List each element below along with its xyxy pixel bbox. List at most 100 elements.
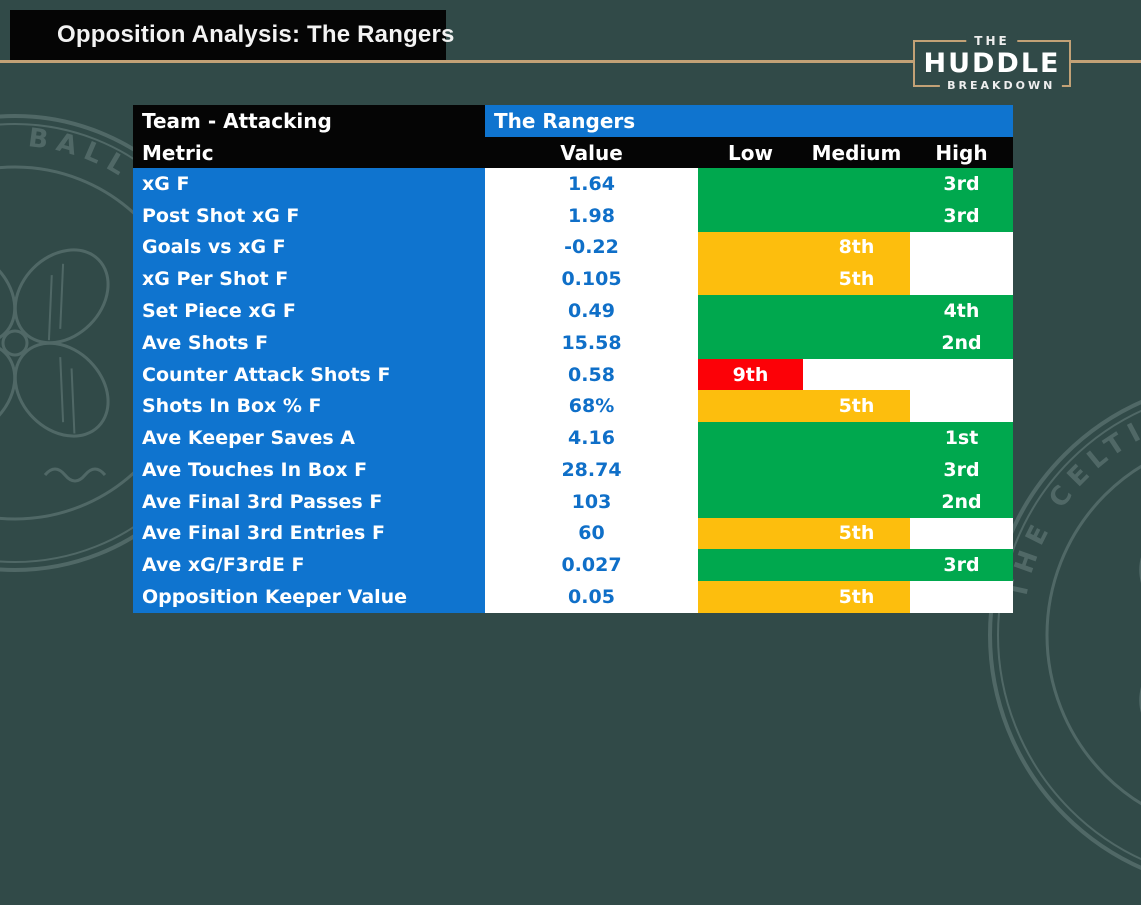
- metric-cell: xG Per Shot F: [133, 263, 485, 296]
- team-name-header: The Rangers: [485, 105, 1013, 137]
- logo-breakdown: BREAKDOWN: [940, 78, 1063, 93]
- value-cell: 1.98: [485, 199, 698, 232]
- table-row: Ave xG/F3rdE F 0.027 3rd: [133, 549, 1013, 582]
- table-row: Ave Touches In Box F 28.74 3rd: [133, 454, 1013, 486]
- rank-cell-medium: [803, 454, 910, 486]
- metric-cell: Ave Final 3rd Passes F: [133, 485, 485, 518]
- rank-cell-medium: [803, 485, 910, 518]
- value-cell: 4.16: [485, 422, 698, 455]
- metric-cell: xG F: [133, 168, 485, 200]
- rank-cell-low: [698, 326, 803, 359]
- rank-cell-medium: 5th: [803, 390, 910, 423]
- rank-cell-low: [698, 390, 803, 423]
- rank-cell-high: 3rd: [910, 168, 1013, 200]
- rank-cell-low: [698, 231, 803, 264]
- value-cell: 28.74: [485, 454, 698, 486]
- rank-cell-low: 9th: [698, 358, 803, 391]
- rank-cell-high: 1st: [910, 422, 1013, 455]
- value-cell: 60: [485, 517, 698, 550]
- rank-cell-high: 3rd: [910, 549, 1013, 582]
- value-cell: 1.64: [485, 168, 698, 200]
- rank-cell-medium: [803, 295, 910, 327]
- column-header-value: Value: [560, 140, 623, 165]
- table-row: Post Shot xG F 1.98 3rd: [133, 199, 1013, 232]
- metric-cell: Counter Attack Shots F: [133, 358, 485, 391]
- rank-cell-low: [698, 263, 803, 296]
- rank-cell-high: 2nd: [910, 485, 1013, 518]
- value-cell: 0.58: [485, 358, 698, 391]
- rank-cell-high: [910, 517, 1013, 550]
- rank-cell-low: [698, 422, 803, 455]
- logo-huddle: HUDDLE: [923, 48, 1061, 79]
- metric-cell: Ave Final 3rd Entries F: [133, 517, 485, 550]
- rank-cell-medium: 5th: [803, 517, 910, 550]
- value-cell: 0.05: [485, 581, 698, 613]
- rank-cell-low: [698, 549, 803, 582]
- metrics-table: Team - Attacking The Rangers Metric Value…: [133, 105, 1013, 613]
- rank-cell-medium: [803, 168, 910, 200]
- value-cell: 15.58: [485, 326, 698, 359]
- rank-cell-high: [910, 231, 1013, 264]
- metric-cell: Post Shot xG F: [133, 199, 485, 232]
- value-cell: 0.105: [485, 263, 698, 296]
- rank-cell-low: [698, 485, 803, 518]
- rank-cell-high: [910, 358, 1013, 391]
- rank-cell-high: 4th: [910, 295, 1013, 327]
- rank-cell-low: [698, 199, 803, 232]
- rank-cell-low: [698, 168, 803, 200]
- table-body: xG F 1.64 3rd Post Shot xG F 1.98 3rd Goals vs…: [133, 168, 1013, 613]
- title-bar: Opposition Analysis: The Rangers: [10, 10, 454, 60]
- metric-cell: Shots In Box % F: [133, 390, 485, 423]
- table-row: Goals vs xG F -0.22 8th: [133, 231, 1013, 264]
- page-title: Opposition Analysis: The Rangers: [57, 21, 455, 48]
- rank-cell-medium: [803, 549, 910, 582]
- team-attacking-header: Team - Attacking: [133, 105, 485, 137]
- watermark-right-text: THE CELTIC: [1003, 403, 1141, 602]
- rank-cell-low: [698, 454, 803, 486]
- value-cell: 103: [485, 485, 698, 518]
- column-header-low: Low: [728, 140, 773, 165]
- value-cell: 68%: [485, 390, 698, 423]
- table-row: Ave Final 3rd Passes F 103 2nd: [133, 485, 1013, 518]
- table-row: xG Per Shot F 0.105 5th: [133, 263, 1013, 296]
- logo-the: THE: [966, 33, 1018, 49]
- rank-cell-medium: 5th: [803, 263, 910, 296]
- column-header-medium: Medium: [811, 140, 902, 165]
- table-row: Counter Attack Shots F 0.58 9th: [133, 358, 1013, 391]
- metric-cell: Ave Touches In Box F: [133, 454, 485, 486]
- table-row: Ave Shots F 15.58 2nd: [133, 326, 1013, 359]
- rank-cell-medium: 8th: [803, 231, 910, 264]
- metric-cell: Ave Shots F: [133, 326, 485, 359]
- table-title-row: Team - Attacking The Rangers: [133, 105, 1013, 137]
- table-row: Ave Final 3rd Entries F 60 5th: [133, 517, 1013, 550]
- metric-cell: Ave xG/F3rdE F: [133, 549, 485, 582]
- metric-cell: Set Piece xG F: [133, 295, 485, 327]
- table-row: Set Piece xG F 0.49 4th: [133, 295, 1013, 327]
- rank-cell-high: [910, 263, 1013, 296]
- rank-cell-medium: [803, 422, 910, 455]
- rank-cell-high: 2nd: [910, 326, 1013, 359]
- rank-cell-medium: [803, 358, 910, 391]
- column-header-row: Metric Value Low Medium High: [133, 137, 1013, 168]
- metric-cell: Opposition Keeper Value: [133, 581, 485, 613]
- rank-cell-low: [698, 295, 803, 327]
- rank-cell-high: 3rd: [910, 199, 1013, 232]
- table-row: Shots In Box % F 68% 5th: [133, 390, 1013, 423]
- rank-cell-high: [910, 390, 1013, 423]
- table-row: Opposition Keeper Value 0.05 5th: [133, 581, 1013, 613]
- rank-cell-high: 3rd: [910, 454, 1013, 486]
- rank-cell-high: [910, 581, 1013, 613]
- rank-cell-low: [698, 517, 803, 550]
- column-header-high: High: [935, 140, 988, 165]
- column-header-metric: Metric: [142, 140, 214, 165]
- clover-emblem: [1139, 529, 1141, 741]
- rank-cell-medium: [803, 326, 910, 359]
- rank-cell-low: [698, 581, 803, 613]
- value-cell: -0.22: [485, 231, 698, 264]
- divider-line: [0, 60, 1141, 63]
- table-row: xG F 1.64 3rd: [133, 168, 1013, 200]
- value-cell: 0.49: [485, 295, 698, 327]
- metric-cell: Goals vs xG F: [133, 231, 485, 264]
- rank-cell-medium: [803, 199, 910, 232]
- rank-cell-medium: 5th: [803, 581, 910, 613]
